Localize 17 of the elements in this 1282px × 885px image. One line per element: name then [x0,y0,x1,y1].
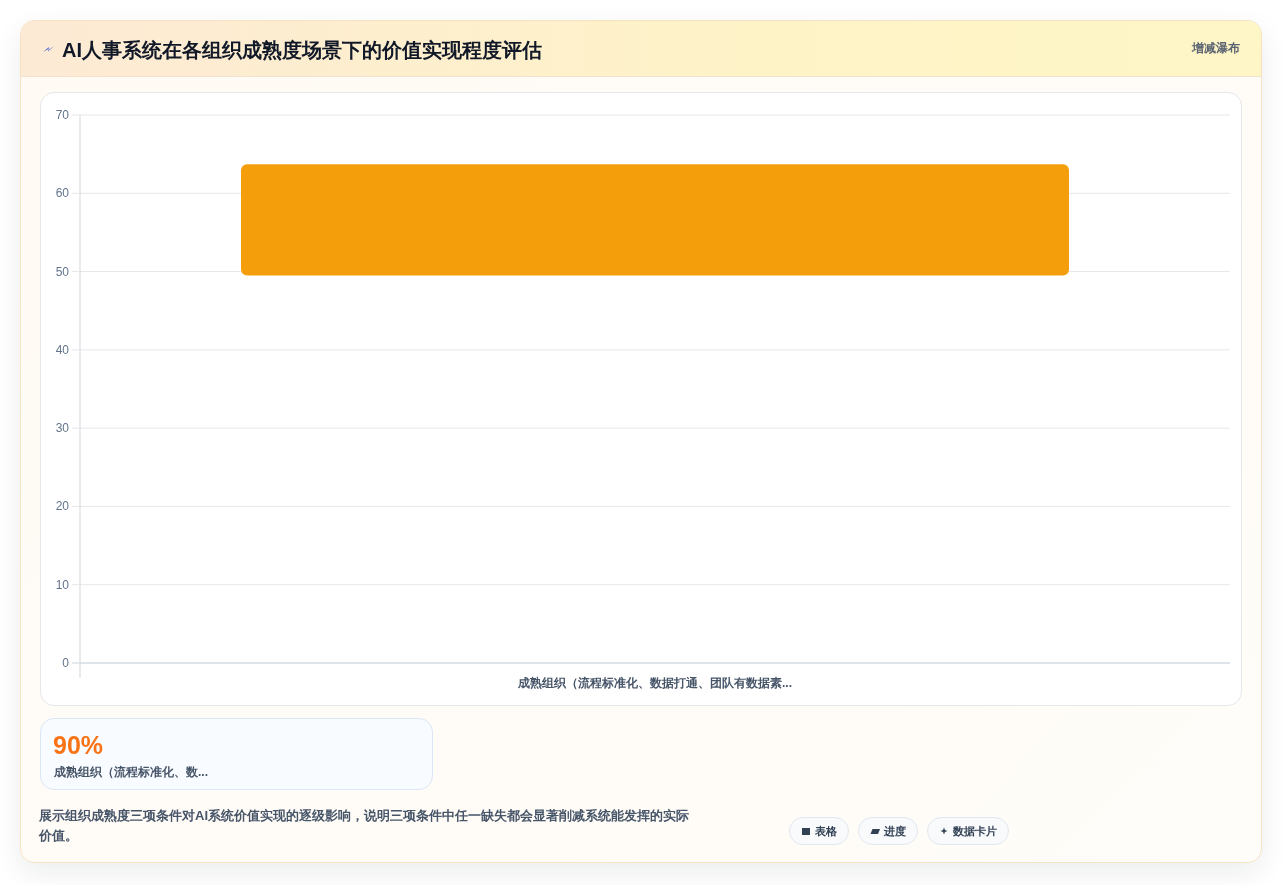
chart-subtitle: 增减瀑布 [1192,40,1240,56]
y-tick-label: 20 [55,499,70,514]
text: 进度 [884,824,906,838]
text: 90% [53,730,104,760]
text: 表格 [815,824,837,838]
y-tick-label: 30 [55,421,70,436]
y-tick-label: 40 [55,342,70,357]
y-tick-label: 10 [55,577,70,592]
y-tick-label: 60 [55,186,70,201]
text: 数据卡片 [953,824,997,838]
x-tick-label: 成熟组织（流程标准化、数据打通、团队有数据素... [516,676,793,690]
text: 展示组织成熟度三项条件对AI系统价值实现的逐级影响，说明三项条件中任一缺失都会显著削减系统能发挥的实际价值。 [39,807,690,845]
chart-title: AI人事系统在各组织成熟度场景下的价值实现程度评估 [62,38,542,63]
text: 成熟组织（流程标准化、数... [54,764,209,780]
y-tick-label: 50 [55,264,70,279]
y-tick-label: 70 [55,108,70,122]
y-tick-label: 0 [62,656,70,670]
